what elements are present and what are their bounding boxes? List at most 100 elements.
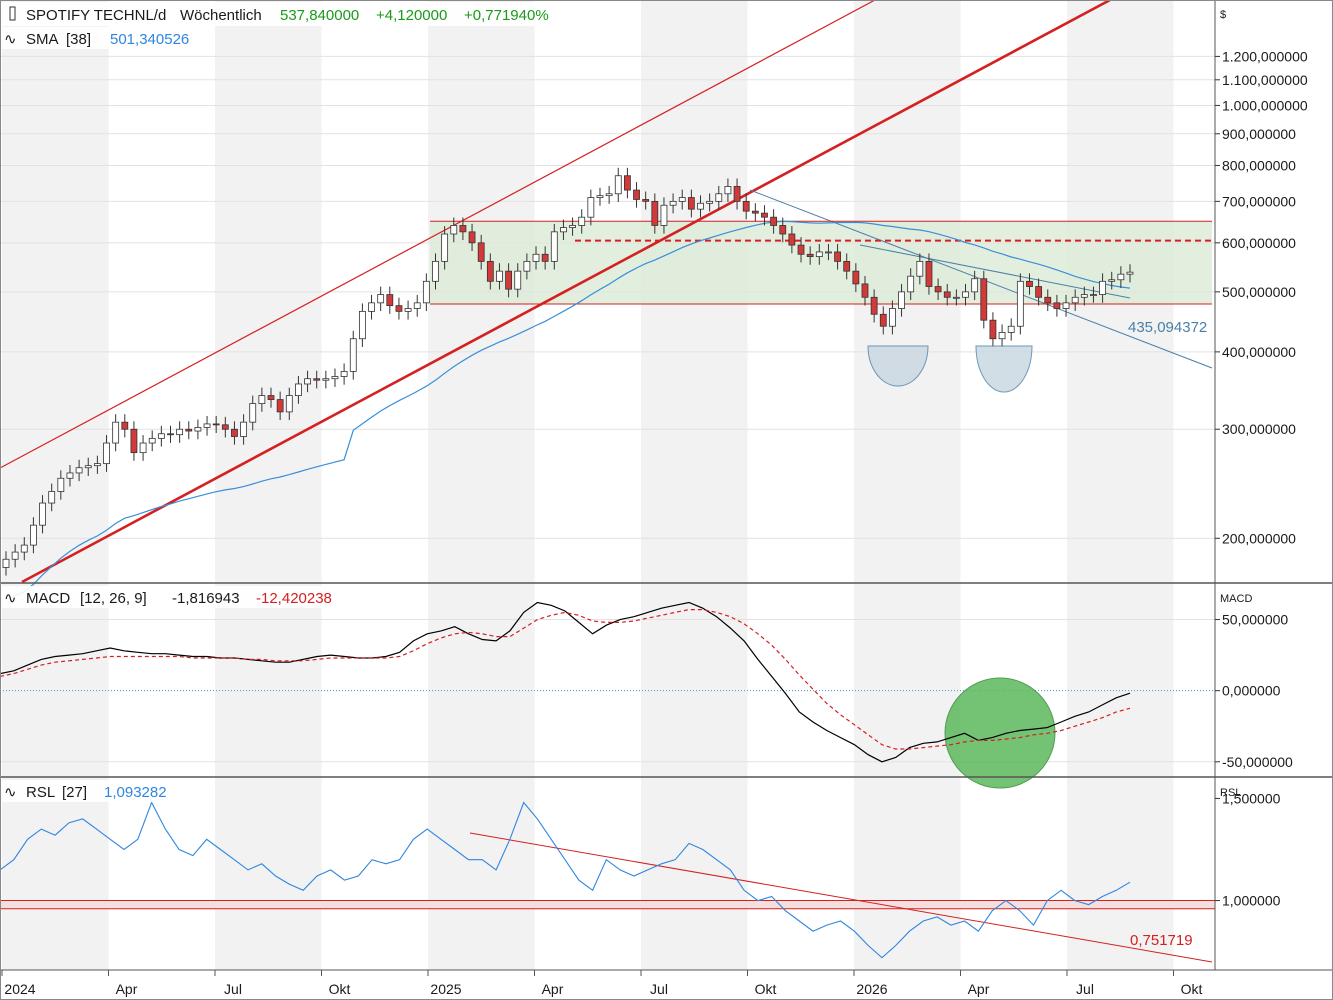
rsl-trend-line [469,832,1213,963]
price-header: SPOTIFY TECHNL/d Wöchentlich 537,840000 … [2,2,562,49]
x-tick-label: 2024 [4,981,35,997]
candle-up [139,442,147,454]
candle-up [93,463,101,467]
price-panel[interactable] [0,0,1215,601]
candle-up [349,338,357,372]
candle-down [395,305,403,312]
candles [2,167,1134,576]
candle-up [962,291,969,298]
candle-down [870,296,878,315]
price-tick-label: 1.200,000000 [1222,48,1308,64]
rsl-trend-value-label: 0,751719 [1130,932,1193,949]
rsl-panel[interactable] [0,801,1215,963]
upper-channel-line [0,0,876,469]
candle-up [103,442,110,465]
candle-up [377,294,385,304]
macd-wave-icon: ∿ [4,590,17,607]
period-bands [2,0,1174,970]
rsl-tick-label: 1,000000 [1222,893,1281,909]
candle-up [706,200,714,204]
candle-up [358,310,366,340]
candle-up [368,302,375,312]
period-band [215,0,322,970]
rsl-axis-title: RSL [1220,787,1241,799]
candle-up [614,175,622,195]
candle-up [532,253,540,262]
candle-up [1071,296,1079,304]
x-tick-label: 2026 [856,981,887,997]
candle-up [441,233,449,262]
x-tick-label: Apr [542,981,564,997]
candle-up [1062,302,1070,309]
candle-up [20,544,28,553]
price-tick-label: 300,000000 [1222,421,1296,437]
rsl-tick-label: 1,500000 [1222,790,1281,806]
candle-up [596,195,604,198]
price-tick-label: 900,000000 [1222,126,1296,142]
candle-down [980,278,988,321]
candle-up [285,395,293,413]
candle-up [578,216,586,226]
candle-up [39,502,46,526]
candle-up [724,186,732,195]
channel-zone [430,221,1212,304]
candle-up [157,433,165,439]
price-tick-label: 700,000000 [1222,193,1296,209]
candle-up [889,308,896,327]
candle-up [1007,325,1015,333]
candle-icon [9,6,16,21]
candle-up [1126,271,1134,275]
macd-axis-title: MACD [1220,593,1252,605]
candle-up [1090,294,1097,296]
candle-up [815,251,823,258]
candle-down [834,251,841,262]
candle-up [84,465,92,469]
candle-up [249,403,257,423]
x-tick-label: Okt [1181,981,1203,997]
candle-up [678,197,686,202]
right-axis: 200,000000 300,000000 400,000000 500,000000… [1215,48,1308,909]
candle-up [952,296,960,299]
candle-down [1035,286,1043,298]
period-band [428,0,535,970]
sma-line [5,220,1131,601]
horizontal-levels [430,220,1212,305]
candle-down [934,286,942,293]
candle-down [852,270,860,285]
candle-down [231,428,238,437]
rsl-value: 1,093282 [104,784,167,801]
candle-down [797,244,805,255]
candle-down [386,294,394,307]
candle-up [898,291,905,309]
candle-up [660,204,668,226]
rsl-param: [27] [62,784,87,801]
x-tick-label: Jul [224,981,242,997]
candle-up [322,378,330,381]
x-tick-label: Apr [116,981,138,997]
x-tick-label: Jul [650,981,668,997]
signal-line [0,609,1131,750]
macd-tick-label: 0,000000 [1222,683,1281,699]
x-tick-label: 2025 [430,981,461,997]
candle-up [1117,273,1125,281]
macd-panel[interactable] [0,601,1215,789]
candle-up [11,551,19,560]
sma-path [5,220,1131,601]
candle-down [788,233,796,246]
candle-down [843,260,851,272]
candle-up [240,421,247,437]
currency-label: $ [1220,9,1226,21]
candle-up [697,202,704,210]
candle-up [422,280,430,304]
macd-tick-label: 50,000000 [1222,612,1288,628]
candle-up [916,260,924,277]
candle-up [1016,280,1024,327]
candle-down [1026,280,1033,287]
candle-down [1044,296,1052,304]
candle-up [176,428,184,436]
candle-up [907,275,915,293]
macd-value: -1,816943 [172,590,240,607]
last-price: 537,840000 [280,7,359,24]
candle-down [167,433,174,436]
price-change-pct: +0,771940% [464,7,549,24]
